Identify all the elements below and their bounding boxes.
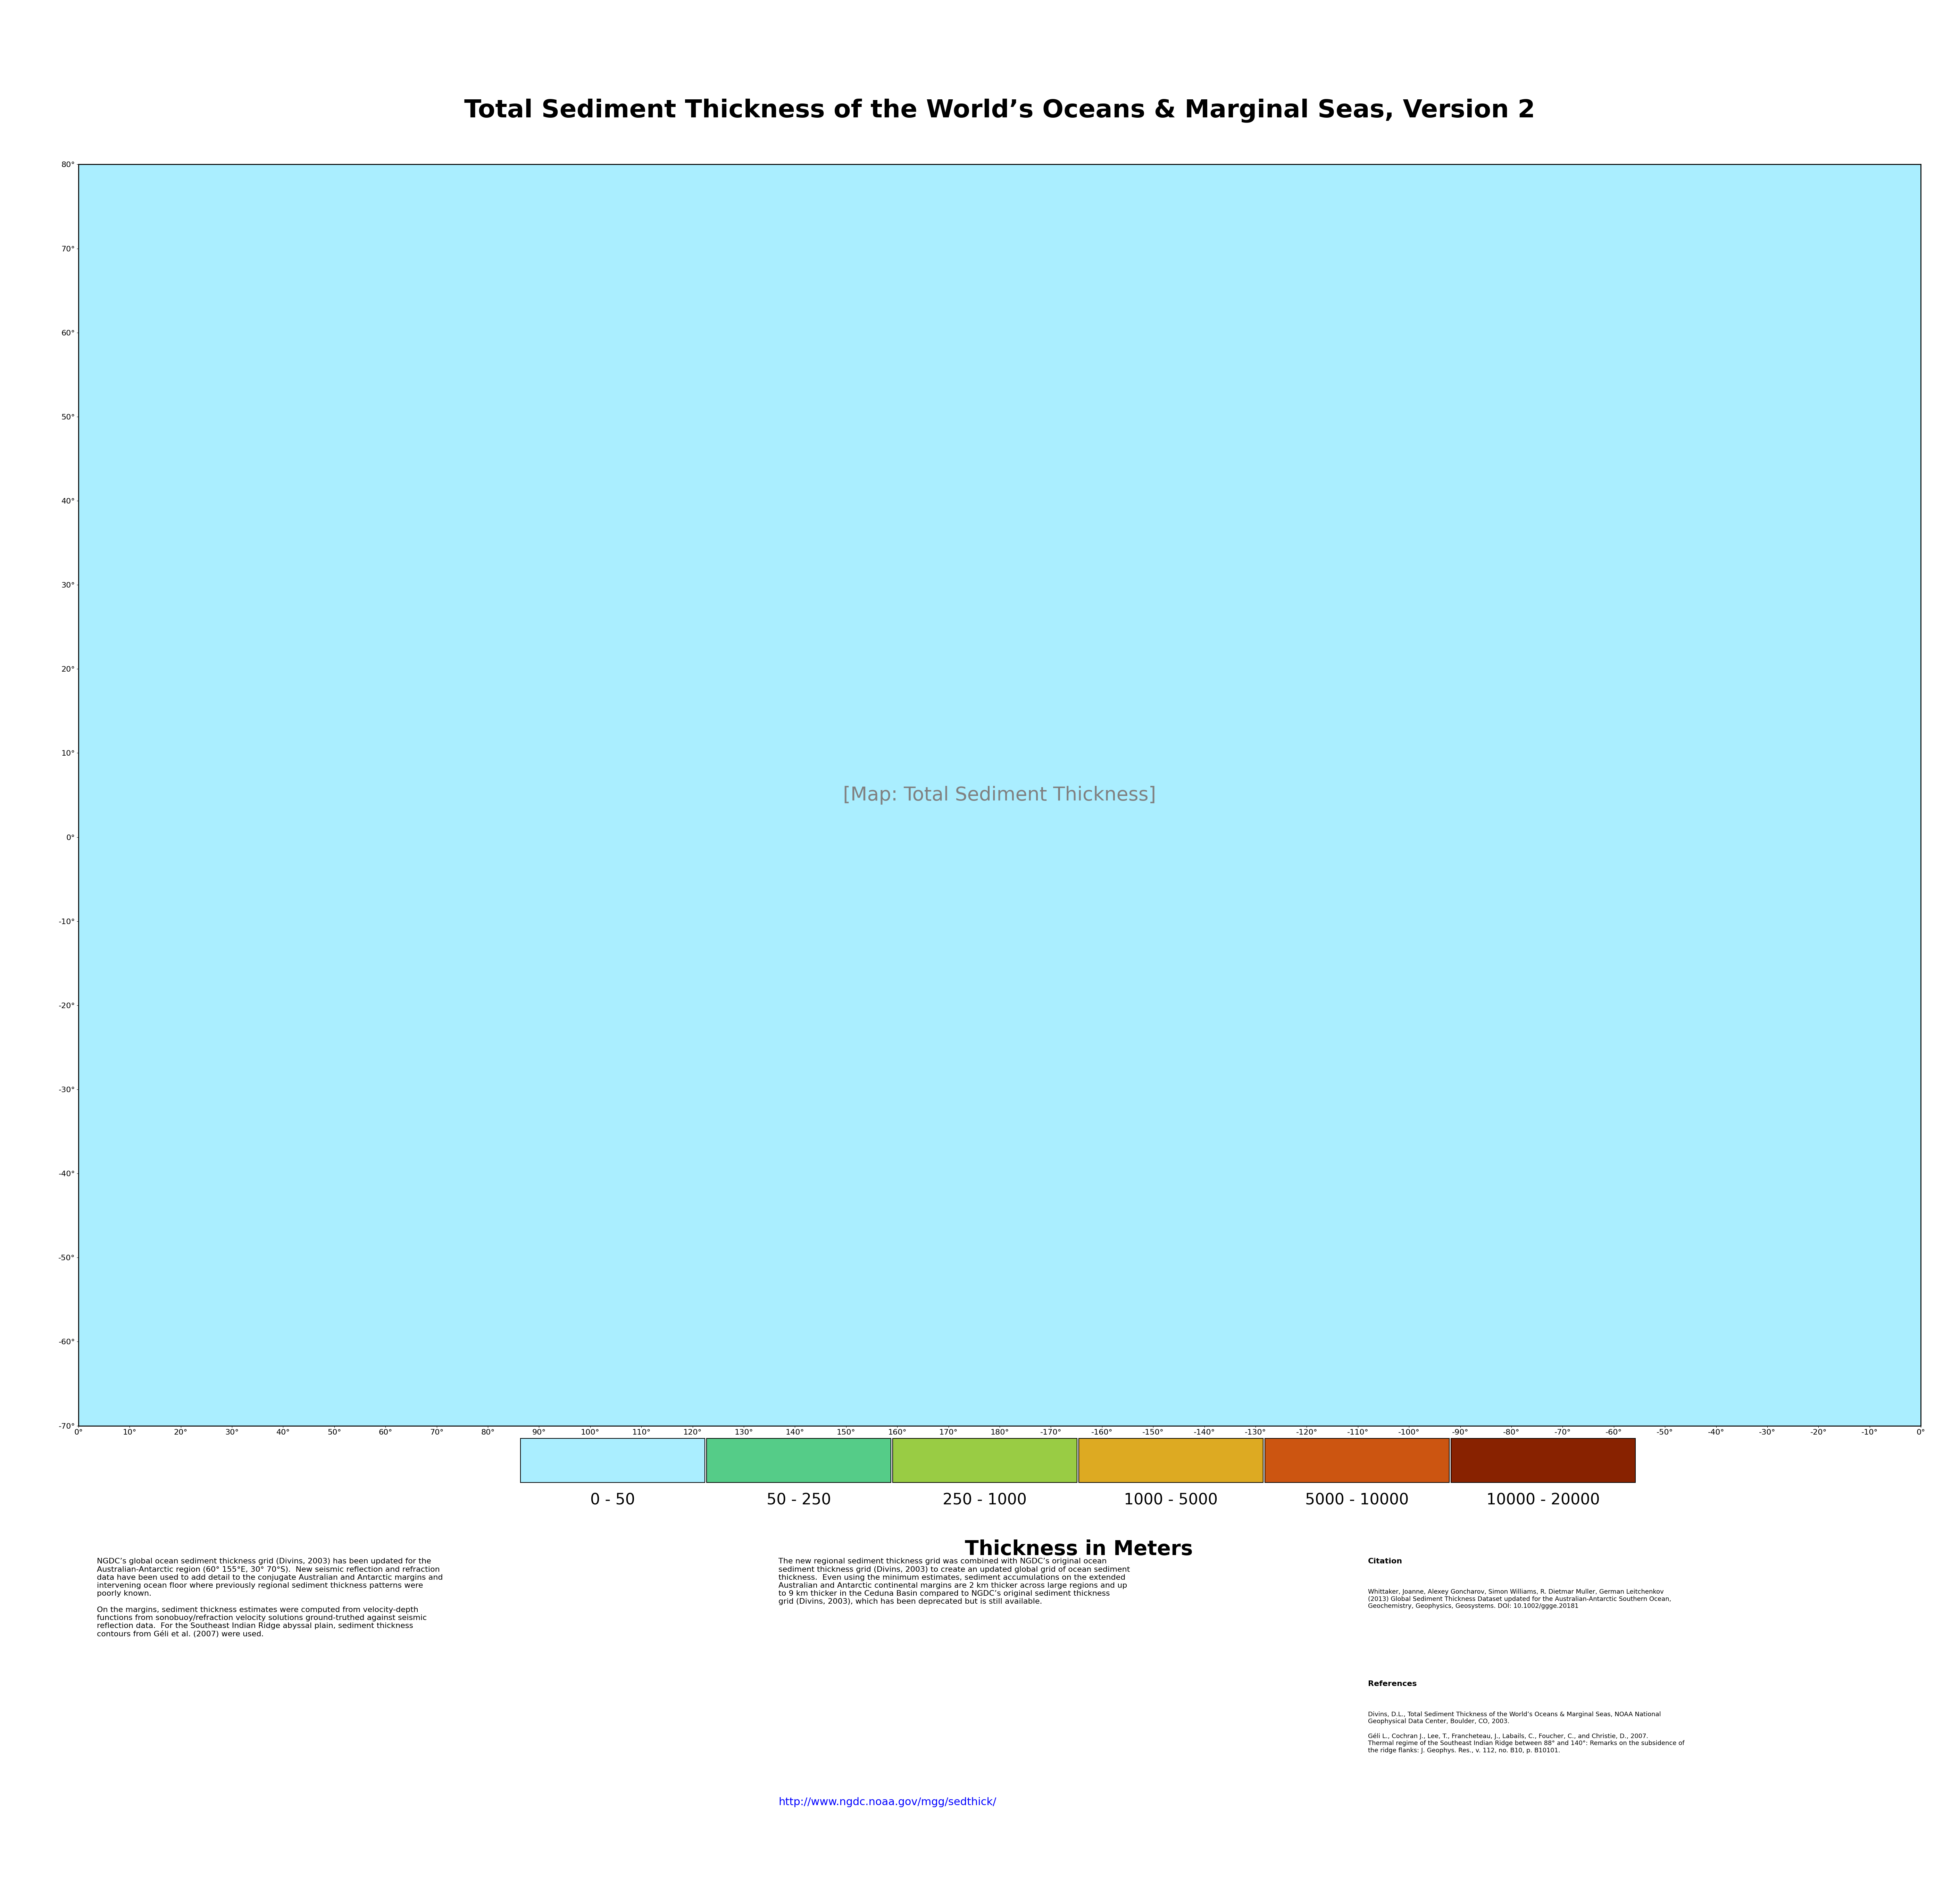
Text: Total Sediment Thickness of the World’s Oceans & Marginal Seas, Version 2: Total Sediment Thickness of the World’s … (465, 98, 1535, 122)
Text: 10000 - 20000: 10000 - 20000 (1486, 1492, 1599, 1507)
Text: 0 - 50: 0 - 50 (590, 1492, 635, 1507)
Text: Citation: Citation (1368, 1558, 1403, 1565)
Text: 1000 - 5000: 1000 - 5000 (1123, 1492, 1217, 1507)
Text: Whittaker, Joanne, Alexey Goncharov, Simon Williams, R. Dietmar Muller, German L: Whittaker, Joanne, Alexey Goncharov, Sim… (1368, 1588, 1672, 1609)
FancyBboxPatch shape (708, 1438, 892, 1483)
Text: 250 - 1000: 250 - 1000 (943, 1492, 1027, 1507)
Text: Thickness in Meters: Thickness in Meters (964, 1539, 1194, 1560)
Text: Divins, D.L., Total Sediment Thickness of the World’s Oceans & Marginal Seas, NO: Divins, D.L., Total Sediment Thickness o… (1368, 1712, 1684, 1753)
FancyBboxPatch shape (1078, 1438, 1262, 1483)
Text: [Map: Total Sediment Thickness]: [Map: Total Sediment Thickness] (843, 786, 1156, 805)
Text: References: References (1368, 1680, 1417, 1687)
Text: 50 - 250: 50 - 250 (766, 1492, 831, 1507)
FancyBboxPatch shape (1450, 1438, 1635, 1483)
Text: http://www.ngdc.noaa.gov/mgg/sedthick/: http://www.ngdc.noaa.gov/mgg/sedthick/ (778, 1796, 996, 1808)
Text: 5000 - 10000: 5000 - 10000 (1305, 1492, 1409, 1507)
FancyBboxPatch shape (892, 1438, 1076, 1483)
Text: The new regional sediment thickness grid was combined with NGDC’s original ocean: The new regional sediment thickness grid… (778, 1558, 1131, 1605)
FancyBboxPatch shape (521, 1438, 706, 1483)
FancyBboxPatch shape (1264, 1438, 1448, 1483)
Text: NGDC’s global ocean sediment thickness grid (Divins, 2003) has been updated for : NGDC’s global ocean sediment thickness g… (96, 1558, 443, 1639)
